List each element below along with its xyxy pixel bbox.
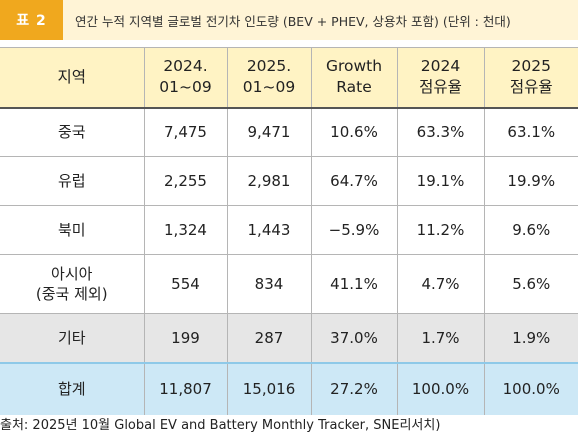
cell-region: 아시아 (중국 제외) (0, 254, 144, 314)
cell-2024: 554 (143, 254, 227, 314)
cell-2024: 7,475 (143, 107, 227, 157)
cell-region: 북미 (0, 205, 144, 255)
table-row-total: 합계 11,807 15,016 27.2% 100.0% 100.0% (0, 361, 578, 415)
table-number-badge: 표 2 (0, 0, 63, 40)
table-caption: 연간 누적 지역별 글로벌 전기차 인도량 (BEV + PHEV, 상용차 포… (75, 13, 511, 29)
header-2025-ytd: 2025. 01~09 (226, 47, 311, 109)
cell-share-2025: 1.9% (483, 313, 578, 363)
cell-growth: 37.0% (310, 313, 397, 363)
table-title-bar: 표 2 연간 누적 지역별 글로벌 전기차 인도량 (BEV + PHEV, 상… (0, 0, 578, 40)
cell-region: 기타 (0, 313, 144, 363)
table-header-row: 지역 2024. 01~09 2025. 01~09 Growth Rate 2… (0, 47, 578, 109)
cell-share-2025: 19.9% (483, 156, 578, 206)
cell-region: 중국 (0, 107, 144, 157)
cell-2025: 1,443 (226, 205, 311, 255)
table-row-north-america: 북미 1,324 1,443 −5.9% 11.2% 9.6% (0, 205, 578, 255)
cell-2024: 2,255 (143, 156, 227, 206)
header-region: 지역 (0, 47, 144, 109)
cell-growth: 27.2% (310, 361, 397, 415)
source-note: 출처: 2025년 10월 Global EV and Battery Mont… (0, 418, 441, 433)
cell-growth: 64.7% (310, 156, 397, 206)
cell-share-2024: 1.7% (396, 313, 484, 363)
cell-growth: 10.6% (310, 107, 397, 157)
table-row-europe: 유럽 2,255 2,981 64.7% 19.1% 19.9% (0, 156, 578, 206)
cell-2025: 287 (226, 313, 311, 363)
cell-share-2025: 9.6% (483, 205, 578, 255)
cell-growth: 41.1% (310, 254, 397, 314)
cell-2025: 9,471 (226, 107, 311, 157)
cell-share-2024: 100.0% (396, 361, 484, 415)
cell-region: 유럽 (0, 156, 144, 206)
cell-share-2024: 19.1% (396, 156, 484, 206)
table-row-other: 기타 199 287 37.0% 1.7% 1.9% (0, 313, 578, 363)
header-share-2024: 2024 점유율 (396, 47, 484, 109)
ev-delivery-table: 지역 2024. 01~09 2025. 01~09 Growth Rate 2… (0, 47, 578, 415)
cell-share-2025: 63.1% (483, 107, 578, 157)
cell-2025: 834 (226, 254, 311, 314)
cell-share-2024: 63.3% (396, 107, 484, 157)
cell-2024: 199 (143, 313, 227, 363)
cell-share-2024: 4.7% (396, 254, 484, 314)
cell-growth: −5.9% (310, 205, 397, 255)
cell-share-2024: 11.2% (396, 205, 484, 255)
cell-2024: 1,324 (143, 205, 227, 255)
cell-2024: 11,807 (143, 361, 227, 415)
cell-share-2025: 100.0% (483, 361, 578, 415)
header-2024-ytd: 2024. 01~09 (143, 47, 227, 109)
cell-2025: 15,016 (226, 361, 311, 415)
cell-2025: 2,981 (226, 156, 311, 206)
table-row-china: 중국 7,475 9,471 10.6% 63.3% 63.1% (0, 107, 578, 157)
table-row-asia-ex-china: 아시아 (중국 제외) 554 834 41.1% 4.7% 5.6% (0, 254, 578, 314)
header-growth-rate: Growth Rate (310, 47, 397, 109)
cell-share-2025: 5.6% (483, 254, 578, 314)
cell-region: 합계 (0, 361, 144, 415)
header-share-2025: 2025 점유율 (483, 47, 578, 109)
